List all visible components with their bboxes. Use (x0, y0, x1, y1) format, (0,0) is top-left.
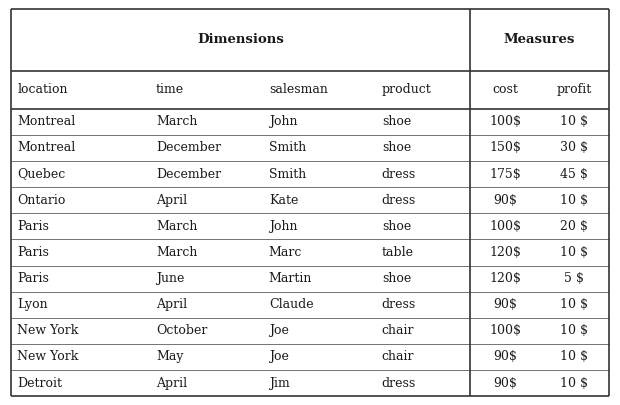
Text: Jim: Jim (269, 377, 290, 390)
Text: location: location (17, 83, 68, 96)
Text: shoe: shoe (382, 141, 411, 154)
Text: 150$: 150$ (489, 141, 521, 154)
Text: Dimensions: Dimensions (197, 33, 284, 47)
Text: March: March (156, 246, 197, 259)
Text: Paris: Paris (17, 246, 49, 259)
Text: New York: New York (17, 324, 79, 337)
Text: 175$: 175$ (489, 168, 521, 181)
Text: time: time (156, 83, 184, 96)
Text: Marc: Marc (269, 246, 302, 259)
Text: Detroit: Detroit (17, 377, 63, 390)
Text: Smith: Smith (269, 168, 306, 181)
Text: 120$: 120$ (489, 272, 521, 285)
Text: 90$: 90$ (493, 298, 517, 311)
Text: May: May (156, 350, 184, 363)
Text: 90$: 90$ (493, 350, 517, 363)
Text: April: April (156, 194, 187, 207)
Text: table: table (382, 246, 414, 259)
Text: Joe: Joe (269, 350, 289, 363)
Text: chair: chair (382, 324, 414, 337)
Text: Kate: Kate (269, 194, 298, 207)
Text: March: March (156, 115, 197, 128)
Text: chair: chair (382, 350, 414, 363)
Text: 10 $: 10 $ (560, 246, 588, 259)
Text: shoe: shoe (382, 220, 411, 233)
Text: Smith: Smith (269, 141, 306, 154)
Text: Quebec: Quebec (17, 168, 66, 181)
Text: Measures: Measures (504, 33, 575, 47)
Text: 45 $: 45 $ (560, 168, 588, 181)
Text: John: John (269, 115, 298, 128)
Text: Montreal: Montreal (17, 115, 76, 128)
Text: Joe: Joe (269, 324, 289, 337)
Text: product: product (382, 83, 432, 96)
Text: 10 $: 10 $ (560, 194, 588, 207)
Text: dress: dress (382, 194, 416, 207)
Text: 120$: 120$ (489, 246, 521, 259)
Text: cost: cost (492, 83, 518, 96)
Text: 30 $: 30 $ (560, 141, 588, 154)
Text: 10 $: 10 $ (560, 350, 588, 363)
Text: 10 $: 10 $ (560, 324, 588, 337)
Text: New York: New York (17, 350, 79, 363)
Text: Lyon: Lyon (17, 298, 48, 311)
Text: June: June (156, 272, 184, 285)
Text: March: March (156, 220, 197, 233)
Text: Martin: Martin (269, 272, 312, 285)
Text: 20 $: 20 $ (560, 220, 588, 233)
Text: April: April (156, 377, 187, 390)
Text: shoe: shoe (382, 115, 411, 128)
Text: dress: dress (382, 298, 416, 311)
Text: Paris: Paris (17, 220, 49, 233)
Text: April: April (156, 298, 187, 311)
Text: 10 $: 10 $ (560, 377, 588, 390)
Text: Ontario: Ontario (17, 194, 66, 207)
Text: 100$: 100$ (489, 220, 521, 233)
Text: salesman: salesman (269, 83, 328, 96)
Text: 10 $: 10 $ (560, 298, 588, 311)
Text: Montreal: Montreal (17, 141, 76, 154)
Text: John: John (269, 220, 298, 233)
Text: December: December (156, 168, 221, 181)
Text: Claude: Claude (269, 298, 314, 311)
Text: shoe: shoe (382, 272, 411, 285)
Text: 100$: 100$ (489, 115, 521, 128)
Text: October: October (156, 324, 207, 337)
Text: 5 $: 5 $ (564, 272, 584, 285)
Text: dress: dress (382, 377, 416, 390)
Text: 90$: 90$ (493, 194, 517, 207)
Text: 90$: 90$ (493, 377, 517, 390)
Text: profit: profit (557, 83, 592, 96)
Text: Paris: Paris (17, 272, 49, 285)
Text: dress: dress (382, 168, 416, 181)
Text: 10 $: 10 $ (560, 115, 588, 128)
Text: December: December (156, 141, 221, 154)
Text: 100$: 100$ (489, 324, 521, 337)
